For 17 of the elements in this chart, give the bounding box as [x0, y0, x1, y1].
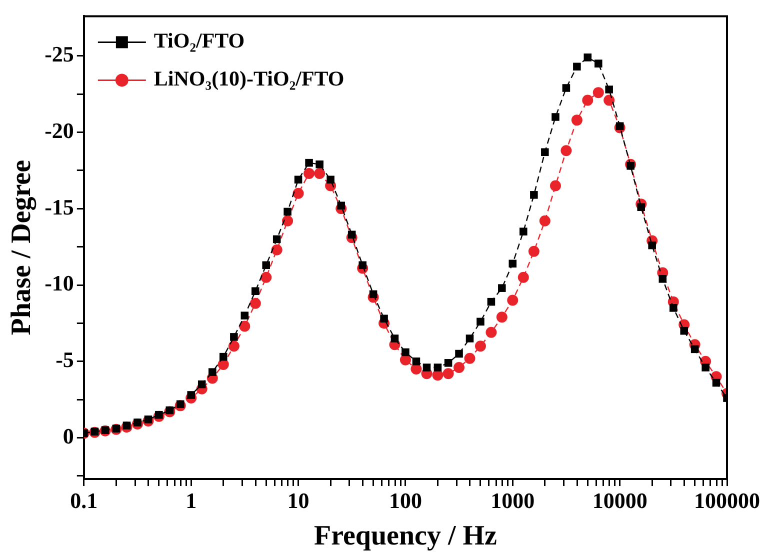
x-axis-title: Frequency / Hz: [314, 520, 497, 552]
legend-label: LiNO₃(10)-TiO₂/FTO: [154, 66, 344, 91]
y-tick-label: -20: [44, 118, 74, 143]
y-axis-title: Phase / Degree: [6, 160, 38, 336]
x-tick-label: 1: [186, 488, 197, 513]
x-tick-label: 100: [388, 488, 422, 513]
y-tick-label: 0: [62, 423, 74, 448]
legend-label: TiO₂/FTO: [154, 28, 245, 53]
y-tick-label: -10: [44, 270, 74, 296]
y-tick-label: -15: [44, 194, 74, 220]
y-tick-label: -25: [44, 42, 74, 67]
x-tick-label: 0.1: [70, 488, 98, 513]
x-tick-label: 10000: [592, 488, 648, 513]
x-tick-label: 1000: [490, 488, 535, 513]
x-tick-label: 10: [287, 488, 310, 513]
x-tick-label: 100000: [694, 488, 760, 513]
y-tick-label: -5: [56, 347, 74, 372]
